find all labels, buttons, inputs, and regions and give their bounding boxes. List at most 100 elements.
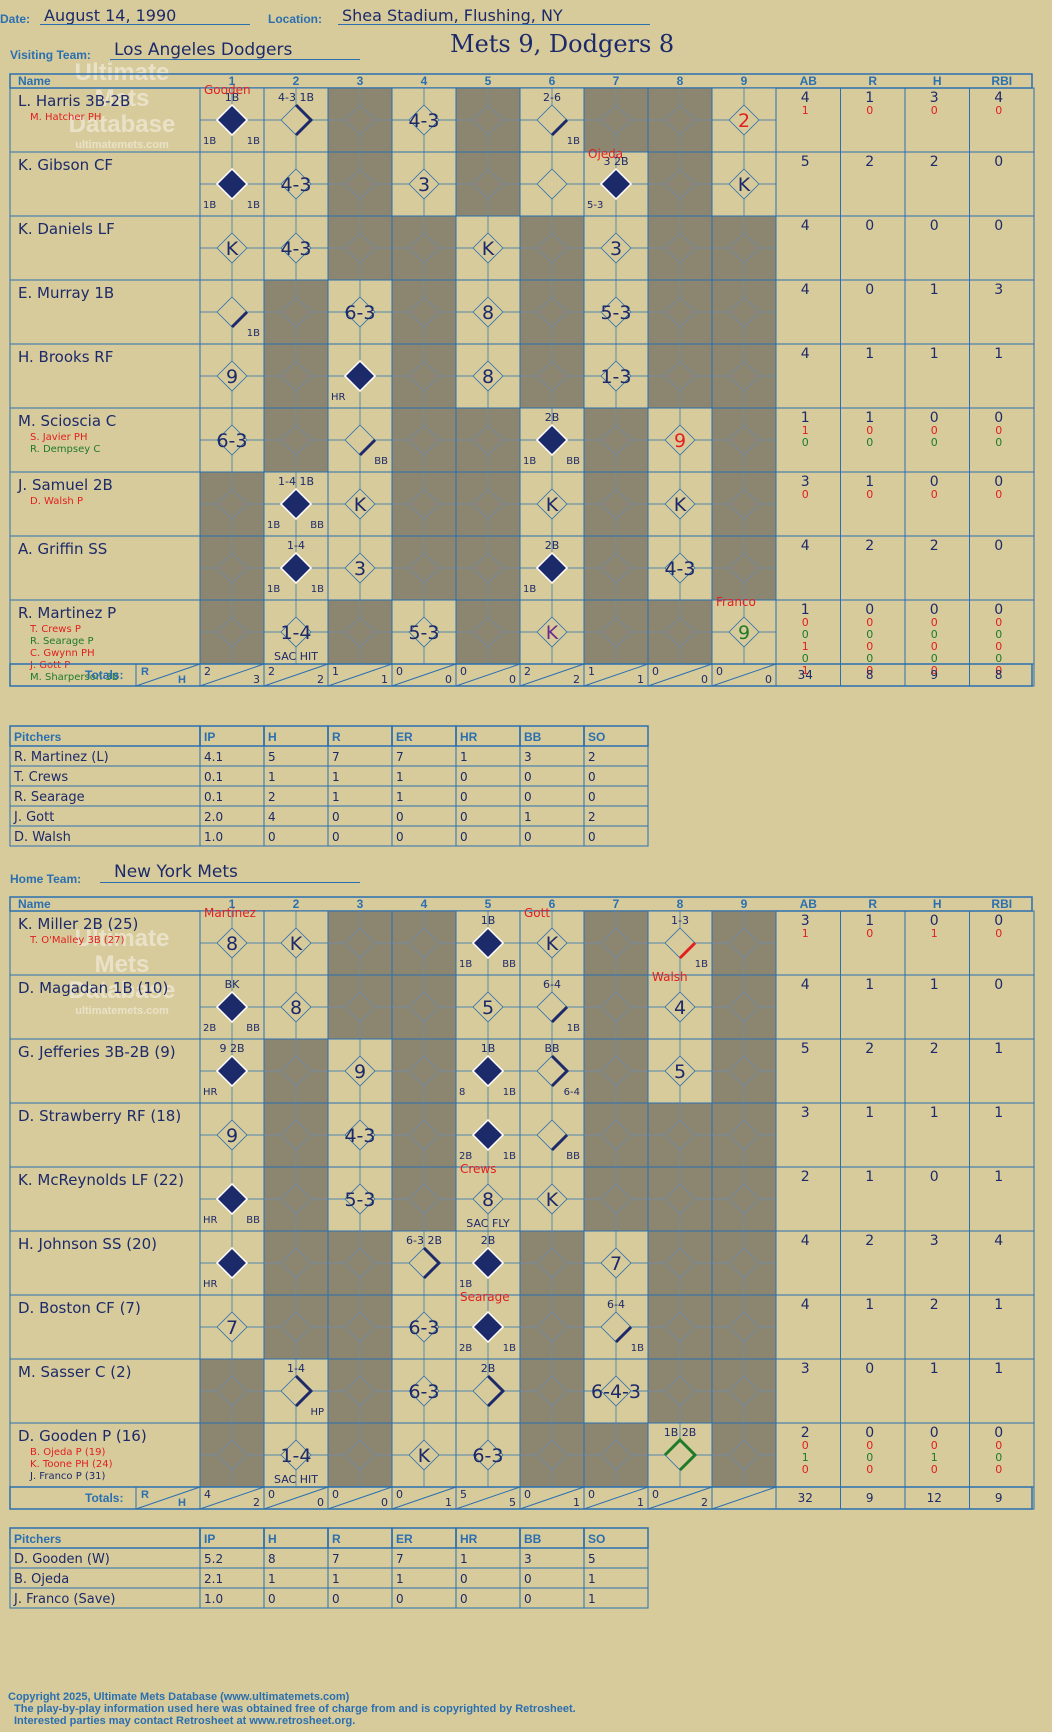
stat-value: 4 (801, 538, 810, 554)
player-name: H. Brooks RF (18, 348, 113, 366)
stat-value: 1 (865, 977, 874, 993)
diamond (472, 616, 504, 648)
stat-value: 0 (866, 436, 873, 449)
play-note-top: 2B (545, 539, 560, 552)
diamond (536, 1311, 568, 1343)
diamond (344, 232, 376, 264)
stat-header-r: R (868, 897, 877, 911)
stat-value: 4 (801, 90, 810, 106)
pitcher-name: T. Crews (13, 770, 68, 785)
diamond (600, 1119, 632, 1151)
diamond (408, 360, 440, 392)
pitcher-stat: 1 (588, 1592, 596, 1606)
player-name: R. Martinez P (18, 604, 116, 622)
inning-total-slash (455, 1486, 521, 1510)
diamond (664, 552, 696, 584)
pitcher-stat: 3 (524, 1552, 532, 1566)
stat-value: 0 (802, 488, 809, 501)
diamond (600, 1247, 632, 1279)
diamond (664, 168, 696, 200)
substitute-name: M. Sharperson 3B (30, 672, 119, 683)
stat-value: 1 (930, 1361, 939, 1377)
stat-value: 0 (994, 218, 1003, 234)
diamond (216, 488, 248, 520)
stat-value: 0 (802, 436, 809, 449)
stat-value: 0 (865, 218, 874, 234)
diamond (408, 1311, 440, 1343)
substitute-name: S. Javier PH (30, 432, 87, 443)
pitcher-stat: 5 (588, 1552, 596, 1566)
basepath (663, 1437, 698, 1472)
diamond (664, 296, 696, 328)
scored-diamond (535, 551, 569, 585)
inning-hits: 1 (445, 1496, 452, 1509)
inning-header-8: 8 (677, 74, 684, 88)
play-text: K (546, 494, 559, 516)
inning-header-3: 3 (357, 74, 364, 88)
play-text: K (418, 1445, 431, 1467)
pitcher-change: Walsh (652, 970, 688, 984)
inning-total-slash (647, 1486, 713, 1510)
play-note-top: BB (544, 1042, 559, 1055)
play-text: 7 (226, 1317, 238, 1339)
inning-runs: 0 (524, 1488, 531, 1501)
total-stat: 34 (798, 668, 813, 682)
inning-runs: 0 (716, 665, 723, 678)
pitcher-col-header: H (268, 730, 277, 744)
stat-value: 0 (995, 628, 1002, 641)
diamond (536, 488, 568, 520)
scored-diamond (215, 167, 249, 201)
stat-value: 1 (865, 474, 874, 490)
play-note-right: HP (310, 1407, 324, 1418)
pitcher-col-header: Pitchers (14, 1532, 62, 1546)
stat-value: 1 (865, 1105, 874, 1121)
diamond (600, 616, 632, 648)
play-note-left: HR (203, 1279, 218, 1290)
basepath (230, 310, 249, 329)
inning-header-2: 2 (293, 897, 300, 911)
game-title: Mets 9, Dodgers 8 (450, 30, 675, 58)
stat-value: 2 (930, 154, 939, 170)
diamond (728, 1183, 760, 1215)
stat-value: 1 (930, 346, 939, 362)
stat-value: 0 (931, 628, 938, 641)
diamond (728, 552, 760, 584)
play-note-top: 1-3 (671, 914, 689, 927)
stat-value: 0 (995, 927, 1002, 940)
stat-header-h: H (933, 74, 942, 88)
runs-key: R (141, 1489, 149, 1501)
stat-header-r: R (868, 74, 877, 88)
inning-total-slash (583, 1486, 649, 1510)
diamond (600, 488, 632, 520)
stat-value: 0 (865, 602, 874, 618)
player-name: M. Sasser C (2) (18, 1363, 131, 1381)
diamond (472, 991, 504, 1023)
play-text: K (354, 494, 367, 516)
diamond (280, 1247, 312, 1279)
pitcher-change: Franco (716, 595, 756, 609)
runs-key: R (141, 666, 149, 678)
inning-total-slash (327, 663, 393, 687)
rh-slash (135, 663, 201, 687)
scored-diamond (471, 926, 505, 960)
basepath (614, 1325, 633, 1344)
play-note-bottom: SAC FLY (466, 1217, 510, 1230)
play-note-right: 1B (631, 1343, 644, 1354)
stat-value: 1 (802, 1451, 809, 1464)
stat-value: 3 (930, 90, 939, 106)
pitcher-stat: 0.1 (204, 770, 223, 784)
play-text: K (546, 1189, 559, 1211)
visiting-team-name: Los Angeles Dodgers (114, 40, 293, 60)
play-note-right: 1B (567, 1023, 580, 1034)
stat-value: 0 (866, 1451, 873, 1464)
stat-value: 3 (801, 1361, 810, 1377)
play-text: 1-4 (280, 622, 311, 644)
diamond (408, 1439, 440, 1471)
inning-total-slash (199, 663, 265, 687)
stat-value: 0 (802, 628, 809, 641)
pitcher-change: Ojeda (588, 147, 623, 161)
diamond (728, 1439, 760, 1471)
stat-value: 3 (930, 1233, 939, 1249)
diamond (216, 232, 248, 264)
